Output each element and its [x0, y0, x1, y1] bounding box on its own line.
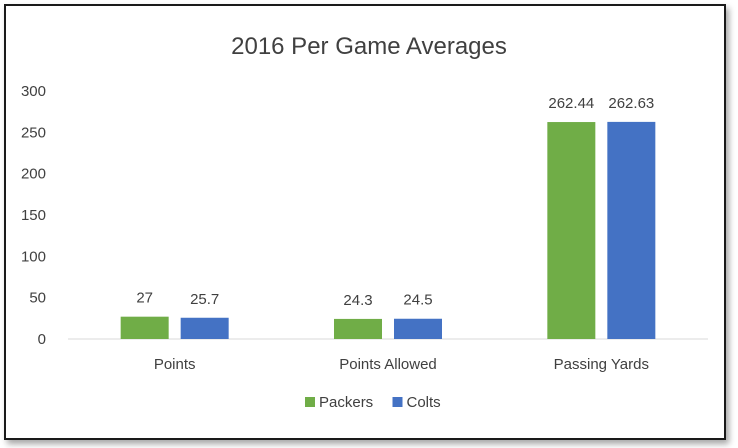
bar-colts-points	[180, 317, 229, 339]
data-label: 25.7	[190, 291, 219, 308]
y-tick-label: 150	[21, 207, 46, 224]
y-tick-label: 50	[29, 290, 46, 307]
y-tick-label: 250	[21, 124, 46, 141]
legend: Packers Colts	[305, 394, 441, 411]
y-tick-label: 300	[21, 83, 46, 100]
bar-packers-points	[120, 316, 169, 339]
data-label: 24.5	[403, 292, 432, 309]
data-label: 262.63	[608, 95, 654, 112]
x-category-label: Points	[154, 356, 196, 373]
legend-label-packers: Packers	[319, 394, 373, 411]
bar-packers-passing-yards	[547, 122, 596, 340]
bar-colts-passing-yards	[607, 121, 656, 339]
chart-title: 2016 Per Game Averages	[231, 33, 507, 60]
category-labels-group: Points Points Allowed Passing Yards	[154, 356, 649, 373]
y-tick-label: 0	[38, 331, 46, 348]
data-label: 24.3	[343, 292, 372, 309]
bar-packers-points-allowed	[334, 318, 382, 339]
data-label: 27	[136, 290, 153, 307]
data-label: 262.44	[548, 95, 594, 112]
y-tick-label: 200	[21, 166, 46, 183]
y-tick-label: 100	[21, 248, 46, 265]
legend-swatch-packers	[305, 397, 315, 407]
legend-label-colts: Colts	[407, 394, 441, 411]
bar-colts-points-allowed	[394, 318, 442, 339]
x-category-label: Points Allowed	[339, 356, 437, 373]
bars-group	[120, 121, 656, 340]
x-category-label: Passing Yards	[554, 356, 649, 373]
data-labels-group: 27 25.7 24.3 24.5 262.44 262.63	[136, 95, 654, 309]
chart-frame	[4, 4, 726, 440]
y-axis: 0 50 100 150 200 250 300	[21, 83, 46, 348]
legend-swatch-colts	[392, 397, 403, 407]
